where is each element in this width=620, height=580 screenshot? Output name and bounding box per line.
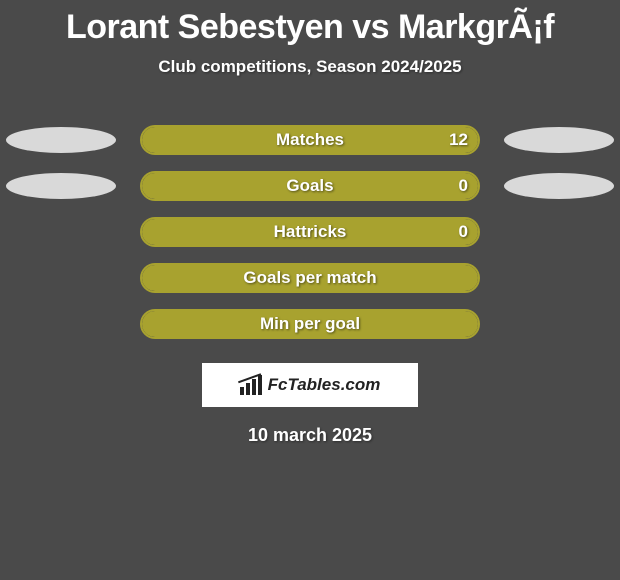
player-right-ellipse [504, 127, 614, 153]
player-left-ellipse [6, 127, 116, 153]
stat-bar: Min per goal [140, 309, 480, 339]
stat-value: 12 [449, 130, 468, 150]
comparison-rows: Matches12Goals0Hattricks0Goals per match… [0, 117, 620, 347]
date-label: 10 march 2025 [0, 425, 620, 446]
stat-label: Goals [142, 176, 478, 196]
branding-text: FcTables.com [268, 375, 381, 395]
page-subtitle: Club competitions, Season 2024/2025 [0, 57, 620, 77]
branding-badge: FcTables.com [202, 363, 418, 407]
stat-row: Goals0 [0, 163, 620, 209]
stat-bar: Goals0 [140, 171, 480, 201]
stat-bar: Goals per match [140, 263, 480, 293]
stat-row: Min per goal [0, 301, 620, 347]
stat-bar: Matches12 [140, 125, 480, 155]
stat-row: Goals per match [0, 255, 620, 301]
page-title: Lorant Sebestyen vs MarkgrÃ¡f [0, 0, 620, 47]
stat-label: Min per goal [142, 314, 478, 334]
player-left-ellipse [6, 173, 116, 199]
stat-bar: Hattricks0 [140, 217, 480, 247]
stat-label: Hattricks [142, 222, 478, 242]
player-right-ellipse [504, 173, 614, 199]
stat-row: Hattricks0 [0, 209, 620, 255]
stat-value: 0 [459, 176, 468, 196]
stat-value: 0 [459, 222, 468, 242]
stat-label: Matches [142, 130, 478, 150]
stat-label: Goals per match [142, 268, 478, 288]
stat-row: Matches12 [0, 117, 620, 163]
chart-icon [240, 375, 262, 395]
